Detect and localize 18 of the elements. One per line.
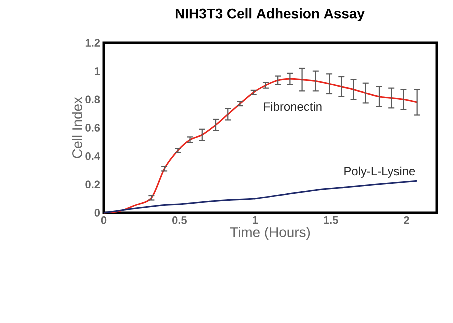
x-tick-label: 1 [253,216,258,224]
x-tick-label: 0.5 [172,216,187,224]
y-tick-label: 0.8 [86,96,100,104]
series-label: Poly-L-Lysine [344,166,416,178]
series-label: Fibronectin [264,102,322,112]
y-tick-label: 0.6 [86,124,100,132]
line-series [103,180,418,214]
y-tick-label: 0 [94,209,100,217]
x-tick-label: 1.5 [324,216,338,224]
y-tick-label: 1.2 [86,39,100,47]
x-tick-label: 2 [404,216,410,224]
x-tick-label: 0 [101,216,107,224]
y-tick-label: 0.4 [86,152,100,160]
y-axis-title: Cell Index [72,97,82,158]
chart-title: NIH3T3 Cell Adhesion Assay [176,8,365,22]
y-tick-label: 0.2 [86,180,100,189]
y-tick-label: 1 [95,68,100,76]
x-axis-title: Time (Hours) [230,227,310,240]
